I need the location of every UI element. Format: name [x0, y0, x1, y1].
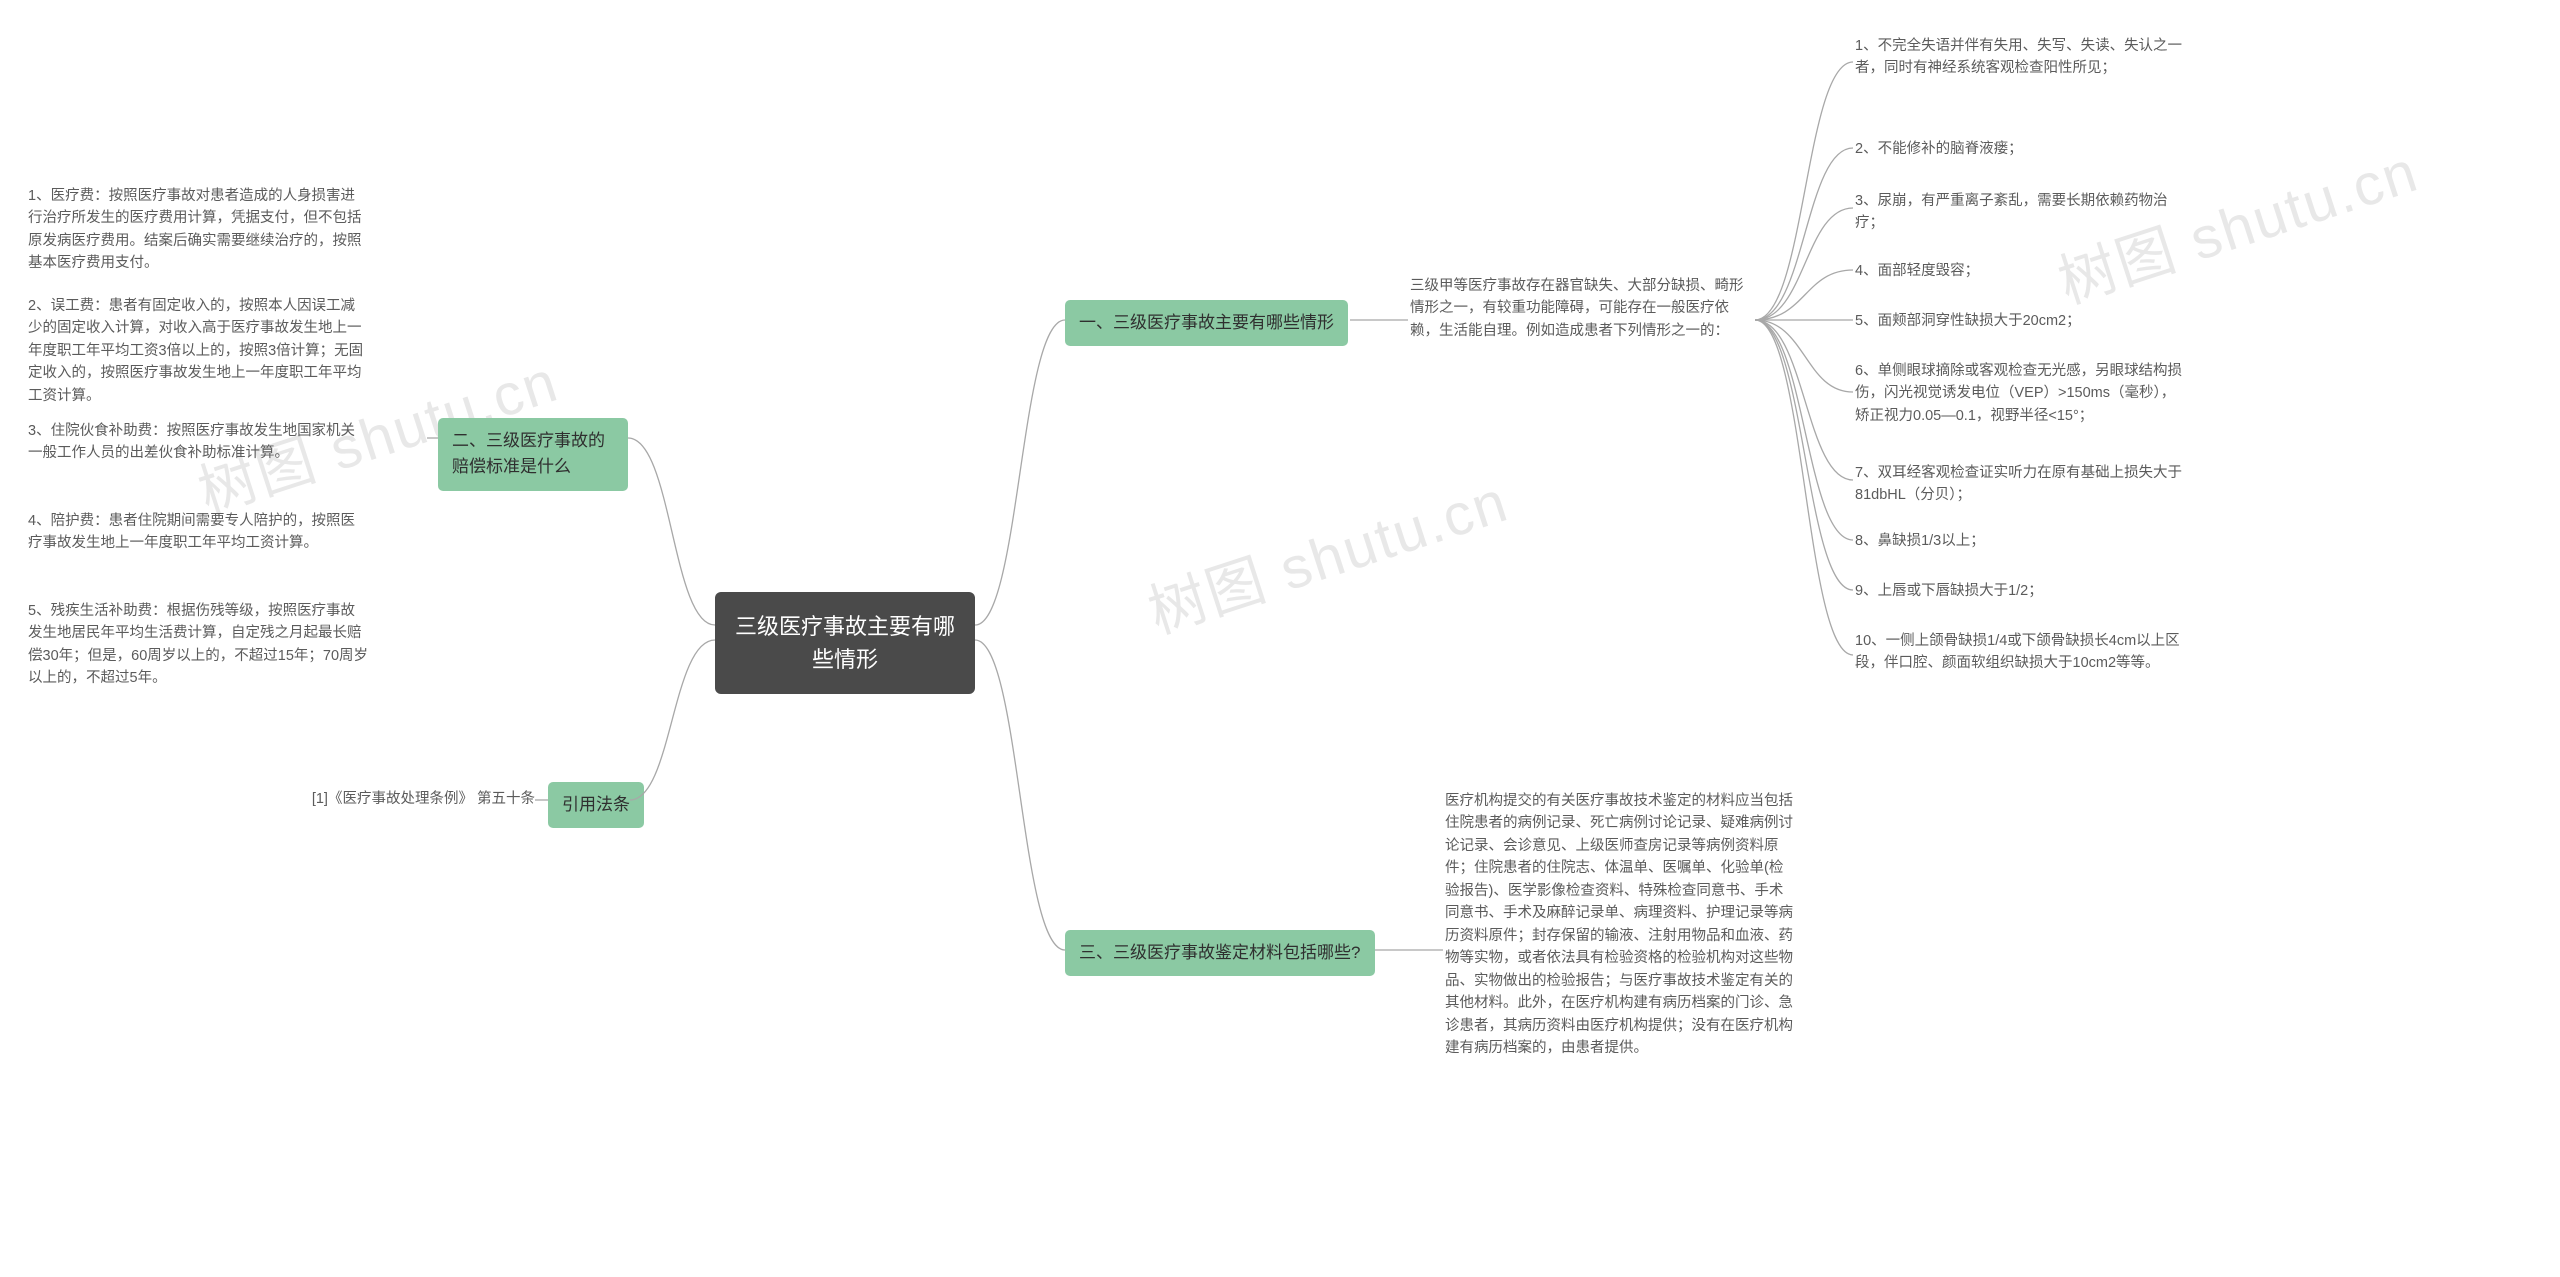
b1-item-0: 1、不完全失语并伴有失用、失写、失读、失认之一者，同时有神经系统客观检查阳性所见… — [1855, 35, 2185, 80]
branch-3-desc-text: 医疗机构提交的有关医疗事故技术鉴定的材料应当包括住院患者的病例记录、死亡病例讨论… — [1445, 793, 1793, 1056]
b2-i3: 4、陪护费：患者住院期间需要专人陪护的，按照医疗事故发生地上一年度职工年平均工资… — [28, 510, 368, 555]
b1-item-2: 3、尿崩，有严重离子紊乱，需要长期依赖药物治疗； — [1855, 190, 2185, 235]
b1-item-6-text: 7、双耳经客观检查证实听力在原有基础上损失大于81dbHL（分贝）； — [1855, 465, 2182, 503]
root-label: 三级医疗事故主要有哪些情形 — [735, 614, 955, 672]
b2-i2: 3、住院伙食补助费：按照医疗事故发生地国家机关一般工作人员的出差伙食补助标准计算… — [28, 420, 368, 465]
branch-3-desc: 医疗机构提交的有关医疗事故技术鉴定的材料应当包括住院患者的病例记录、死亡病例讨论… — [1445, 790, 1795, 1060]
b1-item-8: 9、上唇或下唇缺损大于1/2； — [1855, 580, 2185, 602]
b2-i1: 2、误工费：患者有固定收入的，按照本人因误工减少的固定收入计算，对收入高于医疗事… — [28, 295, 368, 407]
b1-item-3: 4、面部轻度毁容； — [1855, 260, 2185, 282]
branch-4-label: 引用法条 — [562, 795, 630, 814]
b1-item-4-text: 5、面颊部洞穿性缺损大于20cm2； — [1855, 313, 2081, 329]
b1-item-6: 7、双耳经客观检查证实听力在原有基础上损失大于81dbHL（分贝）； — [1855, 462, 2185, 507]
b1-item-1: 2、不能修补的脑脊液瘘； — [1855, 138, 2185, 160]
b2-i2-text: 3、住院伙食补助费：按照医疗事故发生地国家机关一般工作人员的出差伙食补助标准计算… — [28, 423, 355, 461]
b1-item-9: 10、一侧上颌骨缺损1/4或下颌骨缺损长4cm以上区段，伴口腔、颜面软组织缺损大… — [1855, 630, 2185, 675]
b1-item-8-text: 9、上唇或下唇缺损大于1/2； — [1855, 583, 2043, 599]
b4-item-0-text: [1]《医疗事故处理条例》 第五十条 — [312, 791, 535, 807]
branch-3-label: 三、三级医疗事故鉴定材料包括哪些? — [1079, 943, 1360, 962]
branch-2-label: 二、三级医疗事故的赔偿标准是什么 — [452, 431, 605, 476]
branch-3: 三、三级医疗事故鉴定材料包括哪些? — [1065, 930, 1375, 976]
branch-4: 引用法条 — [548, 782, 644, 828]
watermark: 树图 shutu.cn — [1136, 454, 1517, 649]
b2-i0: 1、医疗费：按照医疗事故对患者造成的人身损害进行治疗所发生的医疗费用计算，凭据支… — [28, 185, 368, 275]
branch-1-desc-text: 三级甲等医疗事故存在器官缺失、大部分缺损、畸形情形之一，有较重功能障碍，可能存在… — [1410, 278, 1744, 339]
branch-1-label: 一、三级医疗事故主要有哪些情形 — [1079, 313, 1334, 332]
b1-item-3-text: 4、面部轻度毁容； — [1855, 263, 1979, 279]
branch-1: 一、三级医疗事故主要有哪些情形 — [1065, 300, 1348, 346]
b1-item-5-text: 6、单侧眼球摘除或客观检查无光感，另眼球结构损伤，闪光视觉诱发电位（VEP）>1… — [1855, 363, 2182, 424]
b1-item-0-text: 1、不完全失语并伴有失用、失写、失读、失认之一者，同时有神经系统客观检查阳性所见… — [1855, 38, 2182, 76]
b2-i4: 5、残疾生活补助费：根据伤残等级，按照医疗事故发生地居民年平均生活费计算，自定残… — [28, 600, 368, 690]
root-node: 三级医疗事故主要有哪些情形 — [715, 592, 975, 694]
b1-item-2-text: 3、尿崩，有严重离子紊乱，需要长期依赖药物治疗； — [1855, 193, 2168, 231]
b2-i1-text: 2、误工费：患者有固定收入的，按照本人因误工减少的固定收入计算，对收入高于医疗事… — [28, 298, 363, 404]
b1-item-7: 8、鼻缺损1/3以上； — [1855, 530, 2185, 552]
b2-i0-text: 1、医疗费：按照医疗事故对患者造成的人身损害进行治疗所发生的医疗费用计算，凭据支… — [28, 188, 362, 271]
branch-1-desc: 三级甲等医疗事故存在器官缺失、大部分缺损、畸形情形之一，有较重功能障碍，可能存在… — [1410, 275, 1755, 342]
b2-i4-text: 5、残疾生活补助费：根据伤残等级，按照医疗事故发生地居民年平均生活费计算，自定残… — [28, 603, 368, 686]
b4-item-0: [1]《医疗事故处理条例》 第五十条 — [275, 788, 535, 810]
b1-item-4: 5、面颊部洞穿性缺损大于20cm2； — [1855, 310, 2185, 332]
b1-item-7-text: 8、鼻缺损1/3以上； — [1855, 533, 1985, 549]
b2-i3-text: 4、陪护费：患者住院期间需要专人陪护的，按照医疗事故发生地上一年度职工年平均工资… — [28, 513, 355, 551]
b1-item-9-text: 10、一侧上颌骨缺损1/4或下颌骨缺损长4cm以上区段，伴口腔、颜面软组织缺损大… — [1855, 633, 2180, 671]
b1-item-5: 6、单侧眼球摘除或客观检查无光感，另眼球结构损伤，闪光视觉诱发电位（VEP）>1… — [1855, 360, 2185, 427]
branch-2: 二、三级医疗事故的赔偿标准是什么 — [438, 418, 628, 491]
b1-item-1-text: 2、不能修补的脑脊液瘘； — [1855, 141, 2023, 157]
